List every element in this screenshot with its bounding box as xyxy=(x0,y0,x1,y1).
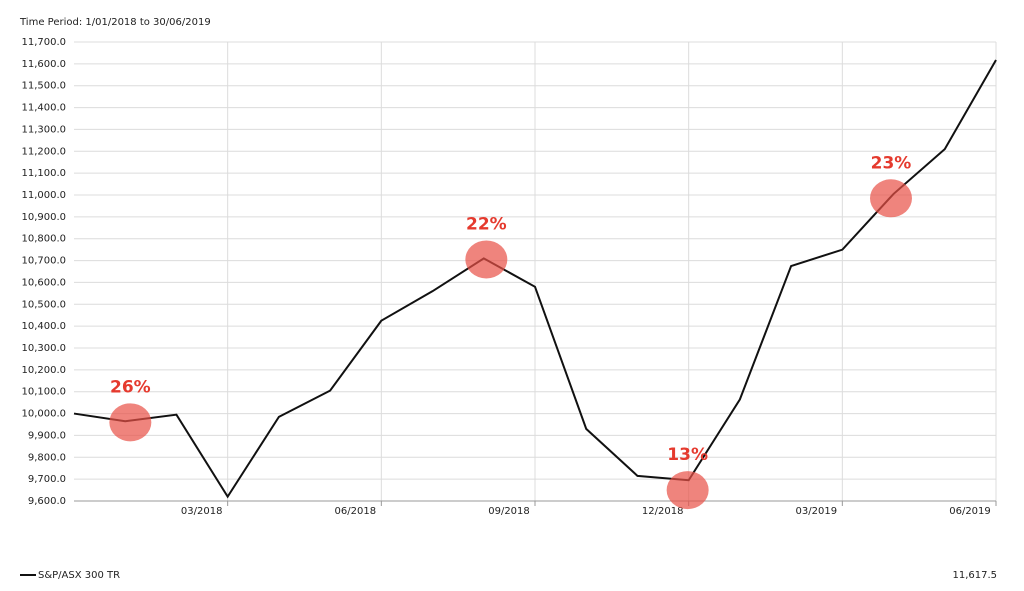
y-tick-label: 10,400.0 xyxy=(21,321,66,332)
series-line xyxy=(73,59,997,499)
y-tick-label: 11,200.0 xyxy=(21,146,66,157)
y-tick-label: 9,600.0 xyxy=(28,496,66,507)
y-tick-label: 10,900.0 xyxy=(21,212,66,223)
y-tick-label: 10,600.0 xyxy=(21,277,66,288)
y-tick-label: 9,700.0 xyxy=(28,474,66,485)
y-tick-label: 10,300.0 xyxy=(21,343,66,354)
x-tick-label: 06/2019 xyxy=(949,506,991,517)
y-tick-label: 11,300.0 xyxy=(21,124,66,135)
chart-subtitle: Time Period: 1/01/2018 to 30/06/2019 xyxy=(19,17,211,28)
y-tick-label: 10,800.0 xyxy=(21,234,66,245)
y-tick-label: 11,100.0 xyxy=(21,168,66,179)
annotation-marker xyxy=(666,471,709,510)
x-tick-label: 06/2018 xyxy=(335,506,377,517)
annotation: 22% xyxy=(466,214,507,234)
y-tick-label: 10,100.0 xyxy=(21,387,66,398)
x-tick-label: 12/2018 xyxy=(642,506,684,517)
y-tick-label: 10,500.0 xyxy=(21,299,66,310)
y-tick-label: 11,500.0 xyxy=(21,81,66,92)
y-tick-label: 11,000.0 xyxy=(21,190,66,201)
legend-label: S&P/ASX 300 TR xyxy=(38,570,120,581)
x-tick-label: 09/2018 xyxy=(488,506,530,517)
annotation: 23% xyxy=(871,153,912,173)
y-tick-label: 10,000.0 xyxy=(21,409,66,420)
y-tick-label: 11,400.0 xyxy=(21,103,66,114)
y-tick-label: 11,600.0 xyxy=(21,59,66,70)
y-tick-label: 9,900.0 xyxy=(28,430,66,441)
y-tick-label: 11,700.0 xyxy=(21,37,66,48)
y-tick-label: 10,700.0 xyxy=(21,256,66,267)
x-tick-label: 03/2018 xyxy=(181,506,223,517)
x-tick-label: 03/2019 xyxy=(796,506,838,517)
y-tick-label: 10,200.0 xyxy=(21,365,66,376)
annotation: 13% xyxy=(667,445,708,465)
annotation-marker xyxy=(109,403,152,442)
annotation-marker xyxy=(465,240,508,279)
annotation-marker xyxy=(869,179,912,218)
legend-value: 11,617.5 xyxy=(952,570,997,581)
annotation: 26% xyxy=(110,377,151,397)
y-tick-label: 9,800.0 xyxy=(28,452,66,463)
